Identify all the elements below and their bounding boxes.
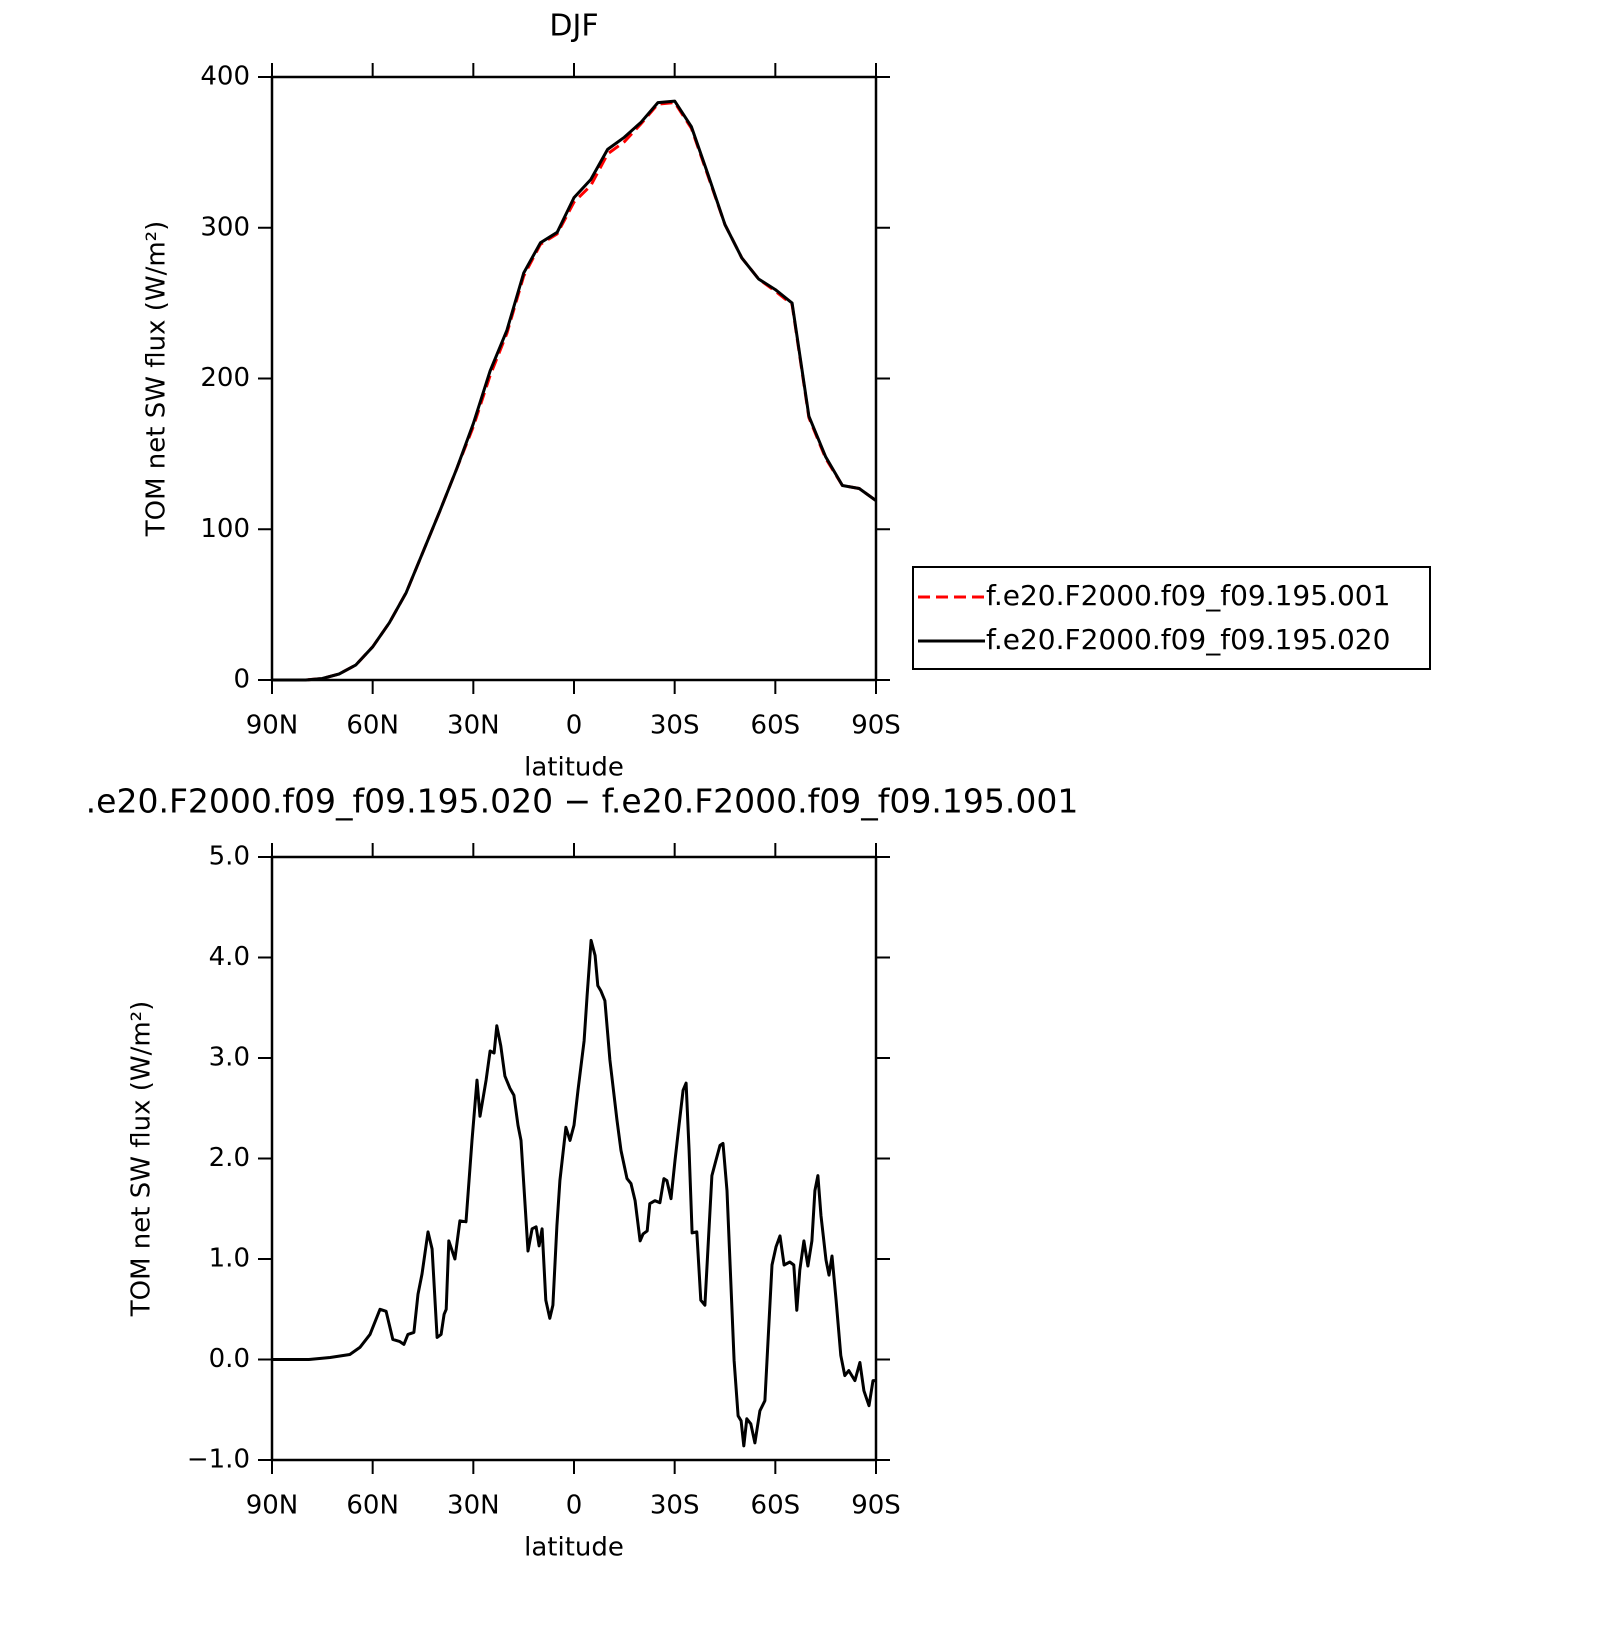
y-tick-label: 1.0 — [209, 1244, 250, 1274]
legend-label: f.e20.F2000.f09_f09.195.020 — [986, 623, 1390, 656]
data-line — [272, 101, 877, 682]
x-tick-label: 60S — [751, 1491, 801, 1521]
chart-title: .e20.F2000.f09_f09.195.020 − f.e20.F2000… — [86, 782, 1079, 821]
data-line — [272, 938, 876, 1448]
y-tick-label: 5.0 — [209, 842, 250, 872]
x-tick-label: 0 — [566, 1491, 583, 1521]
plot-frame — [270, 855, 878, 1462]
x-tick-label: 30S — [650, 1491, 700, 1521]
y-tick-label: 4.0 — [209, 942, 250, 972]
y-tick-label: 0.0 — [209, 1344, 250, 1374]
y-axis-label: TOM net SW flux (W/m²) — [142, 221, 172, 537]
y-tick-label: −1.0 — [187, 1445, 250, 1475]
x-tick-label: 30N — [447, 711, 500, 741]
y-tick-label: 100 — [200, 514, 250, 544]
y-tick-label: 3.0 — [209, 1043, 250, 1073]
chart-title: DJF — [549, 9, 598, 44]
x-tick-label: 90S — [851, 711, 901, 741]
legend-label: f.e20.F2000.f09_f09.195.001 — [986, 579, 1390, 612]
y-tick-label: 200 — [200, 363, 250, 393]
y-tick-label: 2.0 — [209, 1143, 250, 1173]
x-tick-label: 60S — [751, 711, 801, 741]
legend-box — [912, 566, 1431, 670]
x-tick-label: 60N — [346, 1491, 399, 1521]
x-tick-label: 0 — [566, 711, 583, 741]
y-tick-label: 300 — [200, 212, 250, 242]
x-tick-label: 90N — [246, 711, 299, 741]
x-tick-label: 60N — [346, 711, 399, 741]
x-tick-label: 90N — [246, 1491, 299, 1521]
x-tick-label: 90S — [851, 1491, 901, 1521]
x-tick-label: 30S — [650, 711, 700, 741]
x-axis-label: latitude — [524, 1533, 624, 1563]
y-axis-label: TOM net SW flux (W/m²) — [127, 1001, 157, 1317]
plot-frame — [270, 75, 878, 682]
x-axis-label: latitude — [524, 753, 624, 783]
y-tick-label: 0 — [233, 665, 250, 695]
x-tick-label: 30N — [447, 1491, 500, 1521]
y-tick-label: 400 — [200, 62, 250, 92]
data-line — [272, 99, 877, 682]
